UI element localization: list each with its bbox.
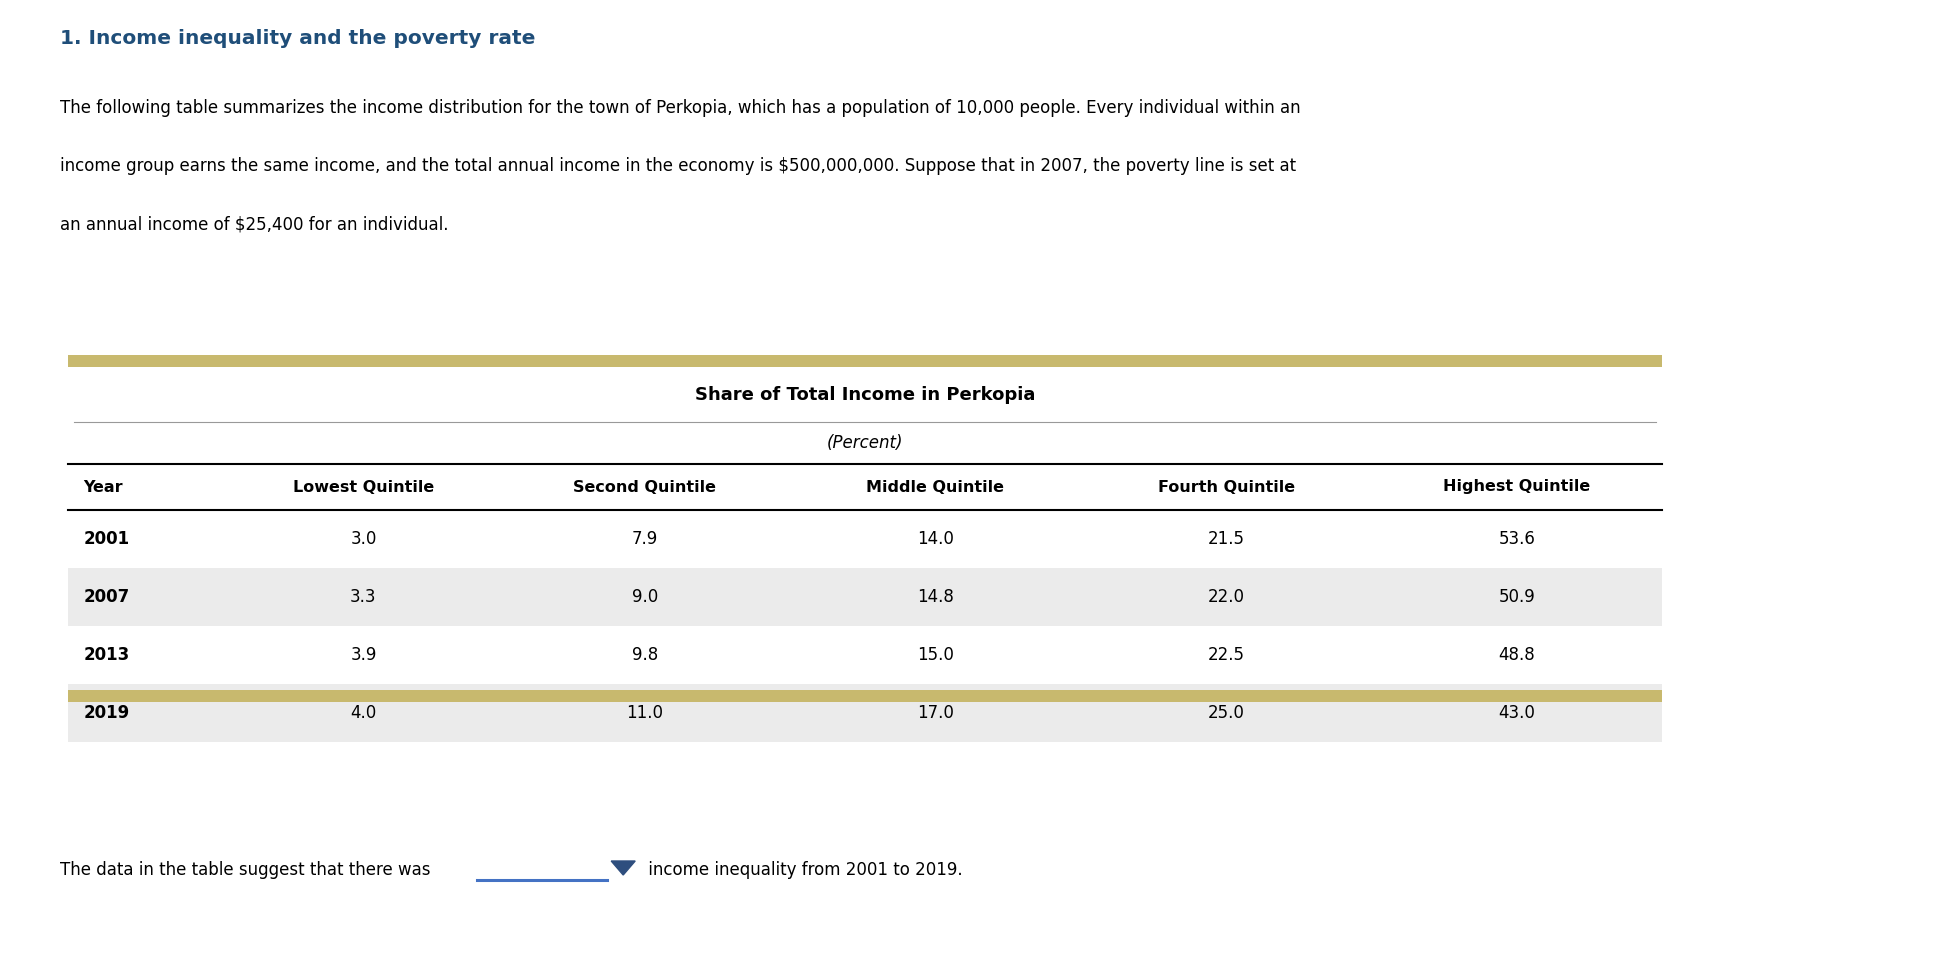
Text: The data in the table suggest that there was: The data in the table suggest that there… <box>60 861 430 879</box>
Text: 2007: 2007 <box>84 588 130 606</box>
Text: 14.8: 14.8 <box>918 588 955 606</box>
Text: 14.0: 14.0 <box>918 530 955 548</box>
Text: 48.8: 48.8 <box>1499 646 1536 664</box>
Text: 17.0: 17.0 <box>918 704 955 722</box>
Text: 25.0: 25.0 <box>1207 704 1244 722</box>
Text: 2013: 2013 <box>84 646 130 664</box>
Text: Fourth Quintile: Fourth Quintile <box>1157 479 1295 495</box>
FancyBboxPatch shape <box>68 510 1662 568</box>
FancyBboxPatch shape <box>68 355 1662 367</box>
Text: 2019: 2019 <box>84 704 130 722</box>
Text: 11.0: 11.0 <box>626 704 663 722</box>
Text: The following table summarizes the income distribution for the town of Perkopia,: The following table summarizes the incom… <box>60 99 1301 117</box>
Text: Middle Quintile: Middle Quintile <box>867 479 1005 495</box>
Text: 4.0: 4.0 <box>350 704 377 722</box>
Text: 53.6: 53.6 <box>1499 530 1536 548</box>
Text: 9.0: 9.0 <box>632 588 657 606</box>
Text: 50.9: 50.9 <box>1499 588 1536 606</box>
Text: Share of Total Income in Perkopia: Share of Total Income in Perkopia <box>694 386 1036 403</box>
FancyBboxPatch shape <box>68 684 1662 742</box>
Text: 1. Income inequality and the poverty rate: 1. Income inequality and the poverty rat… <box>60 28 535 48</box>
Text: 7.9: 7.9 <box>632 530 657 548</box>
Polygon shape <box>610 861 636 875</box>
FancyBboxPatch shape <box>68 367 1662 690</box>
Text: 22.0: 22.0 <box>1207 588 1244 606</box>
FancyBboxPatch shape <box>68 568 1662 626</box>
Text: Lowest Quintile: Lowest Quintile <box>294 479 434 495</box>
Text: 3.9: 3.9 <box>350 646 377 664</box>
Text: 43.0: 43.0 <box>1499 704 1536 722</box>
Text: Year: Year <box>84 479 122 495</box>
Text: an annual income of $25,400 for an individual.: an annual income of $25,400 for an indiv… <box>60 215 449 233</box>
Text: 15.0: 15.0 <box>918 646 955 664</box>
Text: income group earns the same income, and the total annual income in the economy i: income group earns the same income, and … <box>60 157 1297 175</box>
Text: 21.5: 21.5 <box>1207 530 1244 548</box>
FancyBboxPatch shape <box>68 690 1662 702</box>
Text: 2001: 2001 <box>84 530 130 548</box>
Text: Highest Quintile: Highest Quintile <box>1442 479 1590 495</box>
Text: 3.0: 3.0 <box>350 530 377 548</box>
Text: Second Quintile: Second Quintile <box>573 479 715 495</box>
FancyBboxPatch shape <box>68 626 1662 684</box>
Text: 9.8: 9.8 <box>632 646 657 664</box>
Text: 22.5: 22.5 <box>1207 646 1244 664</box>
Text: (Percent): (Percent) <box>826 434 904 452</box>
Text: 3.3: 3.3 <box>350 588 377 606</box>
Text: income inequality from 2001 to 2019.: income inequality from 2001 to 2019. <box>643 861 962 879</box>
